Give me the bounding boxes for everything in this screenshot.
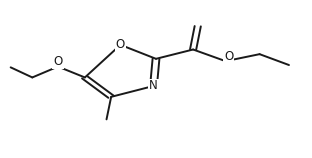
Text: N: N <box>149 79 158 92</box>
Text: O: O <box>116 38 125 51</box>
Text: O: O <box>224 50 233 63</box>
Text: O: O <box>53 55 63 68</box>
